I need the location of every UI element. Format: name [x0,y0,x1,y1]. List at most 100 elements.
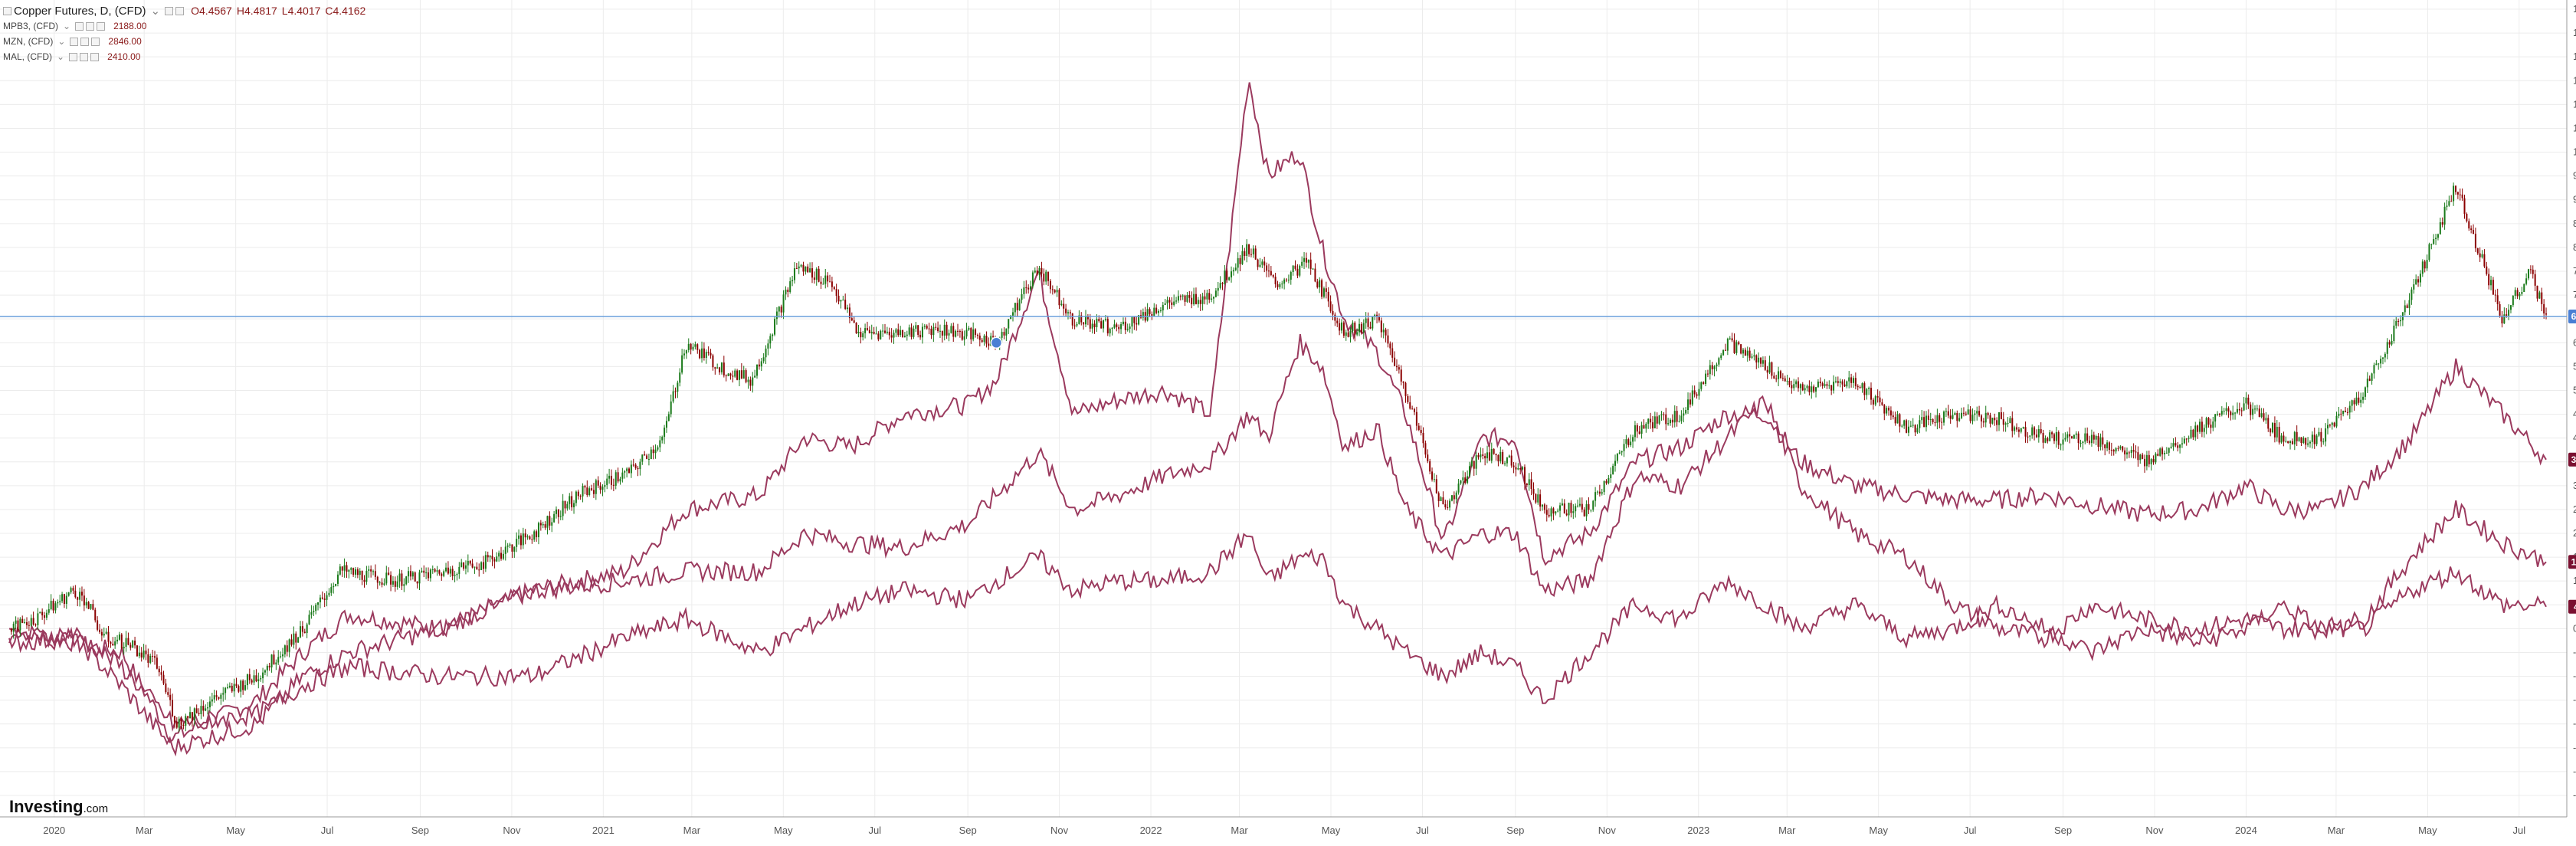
candle-body [2142,454,2144,459]
candle-body [1826,384,1828,386]
candle-body [1542,504,1544,507]
compare-label[interactable]: MZN, (CFD) [3,36,54,47]
compare-label[interactable]: MAL, (CFD) [3,51,52,62]
candle-body [1543,504,1545,510]
candle-body [330,587,333,593]
candle-body [2322,441,2325,443]
settings-icon[interactable] [86,21,95,31]
settings-icon[interactable] [80,37,90,46]
chevron-down-icon[interactable]: ⌄ [150,5,161,18]
candle-body [2192,429,2194,438]
candle-body [464,565,467,569]
candle-body [268,665,270,667]
compare-label[interactable]: MPB3, (CFD) [3,21,58,31]
chevron-down-icon[interactable]: ⌄ [63,21,71,31]
candle-body [1199,300,1201,304]
candle-body [246,674,248,686]
collapse-toggle-icon[interactable] [3,6,11,15]
candle-body [963,336,965,340]
candle-body [915,325,917,329]
candle-body [1671,419,1673,423]
candle-body [1411,408,1414,410]
candle-body [1122,321,1124,325]
candle-body [1892,415,1894,418]
candle-body [1601,492,1603,494]
y-tick-label: 50.00% [2573,384,2576,395]
candle-body [919,334,922,338]
candle-body [127,638,129,645]
eye-icon[interactable] [69,52,78,61]
candle-body [1874,396,1876,405]
candle-body [862,333,864,338]
candle-body [647,458,650,460]
candle-body [2042,432,2044,443]
candle-body [1334,314,1336,321]
candle-body [449,569,451,574]
candle-body [2053,434,2055,441]
candle-body [930,328,932,336]
candle-body [1888,408,1890,411]
candle-body [791,280,794,282]
candle-body [1385,330,1387,336]
candle-body [683,353,685,356]
candle-body [2122,446,2124,451]
candle-body [2069,434,2071,437]
candle-body [756,364,759,376]
close-icon[interactable] [175,6,185,15]
candle-body [1221,283,1224,284]
candle-body [2503,314,2506,324]
candle-body [2220,411,2223,415]
close-icon[interactable] [97,21,106,31]
candle-body [1563,503,1565,514]
candle-body [2516,290,2519,297]
chevron-down-icon[interactable]: ⌄ [57,36,66,47]
candle-body [2181,443,2183,444]
candle-body [939,330,941,332]
settings-icon[interactable] [165,6,174,15]
chevron-down-icon[interactable]: ⌄ [57,51,65,62]
candle-body [1914,425,1916,433]
candle-body [657,447,659,450]
eye-icon[interactable] [70,37,79,46]
candle-body [2079,442,2082,444]
candle-body [2102,437,2104,445]
candle-body [189,712,192,719]
candle-body [1109,329,1111,334]
candle-body [251,680,253,683]
candle-body [484,555,487,569]
candle-body [143,650,145,658]
compare-value: 2410.00 [107,51,141,62]
candle-body [1630,441,1632,445]
candle-body [1201,296,1204,304]
y-tick-label: 105.00% [2573,122,2576,133]
candle-body [187,716,189,719]
compare-value: 2188.00 [113,21,147,31]
candle-body [824,275,827,284]
legend-main-title[interactable]: Copper Futures, D, (CFD) [14,4,146,18]
close-icon[interactable] [91,37,100,46]
settings-icon[interactable] [80,52,89,61]
eye-icon[interactable] [75,21,84,31]
y-tick-label: 90.00% [2573,194,2576,205]
candle-body [1431,471,1434,480]
candle-body [1683,413,1685,416]
candle-body [2236,408,2238,413]
candle-body [2346,412,2348,413]
candle-body [571,496,573,508]
candle-body [2300,437,2302,443]
candle-body [125,638,127,647]
candle-body [667,414,670,421]
candle-body [1133,316,1136,323]
candle-body [2393,325,2395,341]
candle-body [2240,410,2243,412]
candle-body [2066,434,2069,438]
candle-body [333,585,335,588]
candle-body [827,275,829,282]
candle-body [1939,415,1941,422]
candle-body [1813,386,1815,392]
close-icon[interactable] [90,52,100,61]
candle-body [286,645,288,652]
candle-body [2541,292,2543,304]
candle-body [1440,497,1442,501]
